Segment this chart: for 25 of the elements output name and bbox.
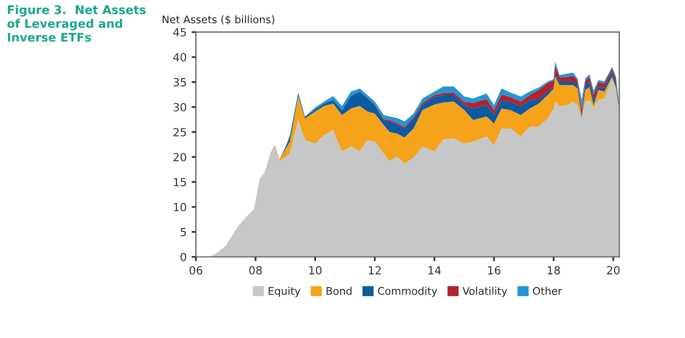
x-tick-label: 20 [607, 266, 620, 275]
x-tick-label: 08 [249, 266, 262, 275]
y-tick-label: 25 [174, 128, 186, 136]
y-axis-title: Net Assets ($ billions) [162, 15, 274, 25]
x-tick-label: 14 [428, 266, 441, 274]
y-tick-label: 40 [173, 53, 186, 62]
y-tick-label: 20 [174, 152, 186, 162]
y-tick-label: 10 [174, 202, 186, 212]
y-tick-label: 45 [173, 28, 186, 36]
y-tick-label: 15 [174, 178, 186, 186]
x-tick-label: 06 [190, 266, 202, 275]
y-tick-label: 35 [174, 78, 186, 86]
y-tick-label: 5 [180, 228, 186, 236]
legend-label: Other [533, 286, 562, 295]
text: Figure 3. Net Assets of Leveraged and Inverse ETFs [7, 5, 146, 42]
y-tick-label: 0 [180, 252, 186, 262]
legend-label: Bond [326, 286, 352, 295]
x-tick-label: 18 [548, 266, 560, 275]
y-tick-label: 30 [174, 103, 186, 112]
legend-label: Equity [268, 286, 300, 297]
x-tick-label: 12 [368, 266, 381, 274]
x-tick-label: 16 [488, 266, 500, 275]
legend-label: Volatility [462, 286, 508, 297]
x-tick-label: 10 [309, 266, 322, 275]
legend-label: Commodity [378, 286, 438, 297]
